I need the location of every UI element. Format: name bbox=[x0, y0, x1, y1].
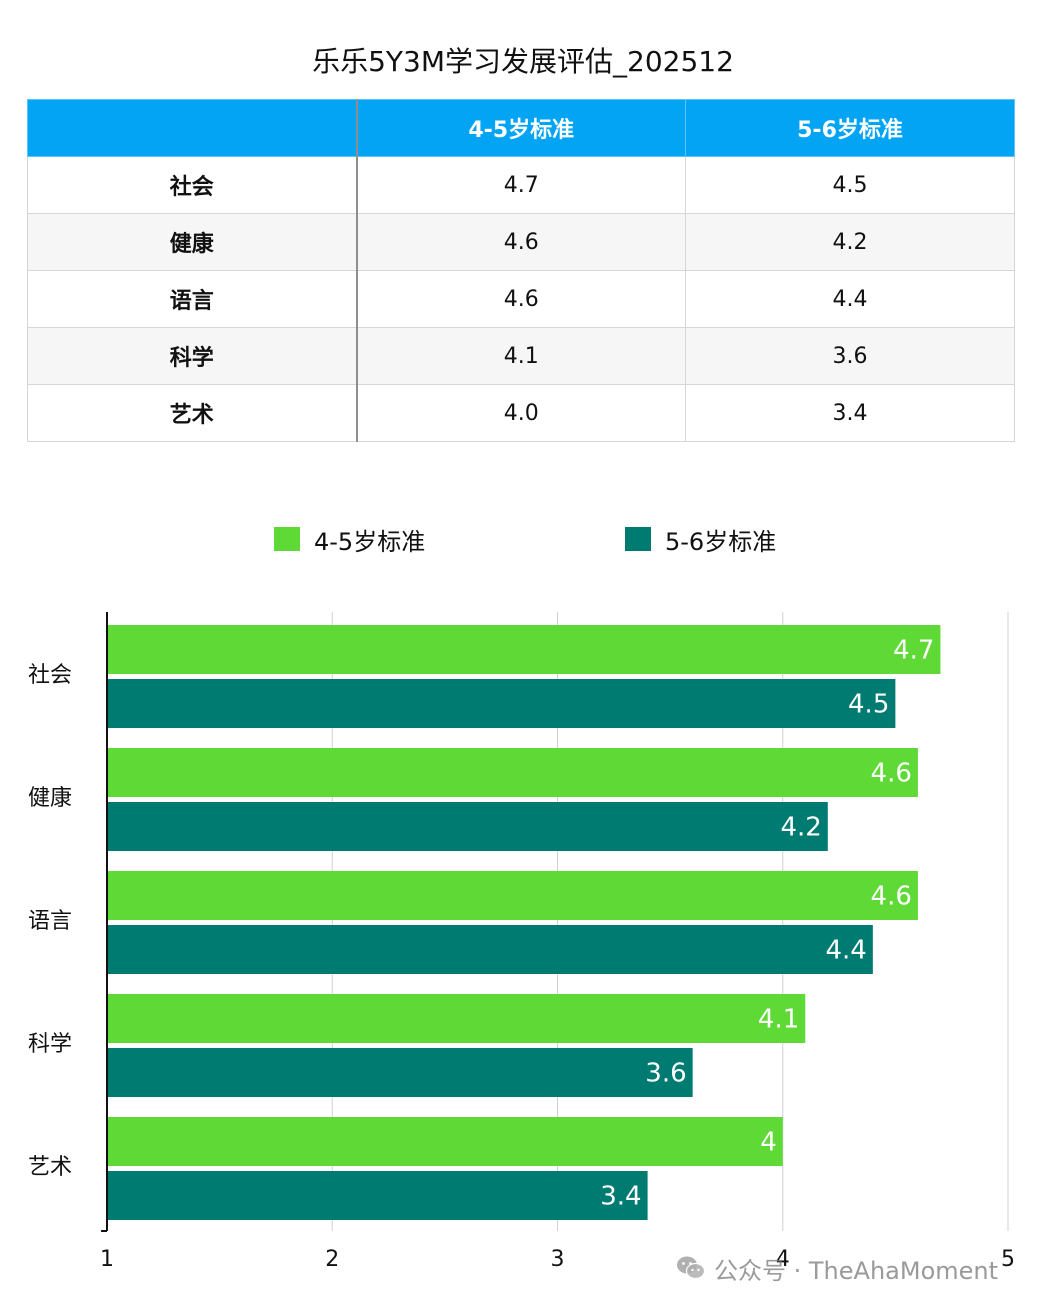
table-cell-category: 语言 bbox=[27, 270, 358, 328]
table-cell-value: 3.6 bbox=[685, 327, 1015, 385]
x-tick-label: 2 bbox=[325, 1247, 339, 1272]
y-category-label: 艺术 bbox=[28, 1155, 72, 1180]
table-cell-category: 社会 bbox=[27, 156, 358, 214]
bar bbox=[107, 625, 941, 674]
table-header-corner bbox=[27, 99, 358, 157]
table-cell-value: 4.4 bbox=[685, 270, 1015, 328]
bar-data-label: 4.2 bbox=[780, 813, 821, 843]
bar bbox=[107, 994, 806, 1043]
bar bbox=[107, 1048, 693, 1097]
y-category-label: 社会 bbox=[28, 663, 72, 688]
table-cell-value: 4.5 bbox=[685, 156, 1015, 214]
watermark: 公众号 · TheAhaMoment bbox=[676, 1251, 998, 1285]
legend-swatch-4-5 bbox=[274, 527, 300, 551]
legend-label-5-6: 5-6岁标准 bbox=[665, 527, 777, 556]
bar bbox=[107, 802, 828, 851]
table-cell-value: 4.2 bbox=[685, 213, 1015, 271]
page-title: 乐乐5Y3M学习发展评估_202512 bbox=[312, 45, 734, 78]
y-category-label: 科学 bbox=[28, 1032, 72, 1057]
bar-data-label: 4 bbox=[760, 1128, 777, 1158]
bar bbox=[107, 1171, 648, 1220]
y-category-label: 语言 bbox=[28, 909, 72, 934]
table-header-4-5: 4-5岁标准 bbox=[356, 99, 686, 157]
bar-data-label: 4.6 bbox=[871, 882, 912, 912]
legend-item-5-6[interactable]: 5-6岁标准 bbox=[625, 522, 776, 556]
table-row: 语言 4.6 4.4 bbox=[27, 270, 1015, 328]
bar-data-label: 4.6 bbox=[871, 759, 912, 789]
bar-data-label: 4.4 bbox=[825, 936, 866, 966]
x-tick-label: 5 bbox=[1001, 1247, 1015, 1272]
bar bbox=[107, 748, 918, 797]
bar bbox=[107, 679, 896, 728]
watermark-text: 公众号 · TheAhaMoment bbox=[714, 1256, 999, 1285]
y-category-label: 健康 bbox=[28, 786, 72, 811]
table-cell-category: 健康 bbox=[27, 213, 358, 271]
table-header-row: 4-5岁标准 5-6岁标准 bbox=[27, 99, 1015, 157]
bar bbox=[107, 871, 918, 920]
table-cell-category: 艺术 bbox=[27, 384, 358, 442]
bar bbox=[107, 925, 873, 974]
legend-label-4-5: 4-5岁标准 bbox=[314, 527, 426, 556]
table-row: 社会 4.7 4.5 bbox=[27, 156, 1015, 214]
table-cell-value: 4.1 bbox=[356, 327, 686, 385]
wechat-icon bbox=[677, 1256, 706, 1280]
x-tick-label: 4 bbox=[776, 1247, 790, 1272]
table-cell-value: 3.4 bbox=[685, 384, 1015, 442]
x-tick-label: 3 bbox=[551, 1247, 565, 1272]
legend-swatch-5-6 bbox=[625, 527, 651, 551]
bar-data-label: 3.4 bbox=[600, 1182, 641, 1212]
bar-data-label: 4.1 bbox=[758, 1005, 799, 1035]
bar-data-label: 4.7 bbox=[893, 636, 934, 666]
table-row: 艺术 4.0 3.4 bbox=[27, 384, 1015, 442]
table-row: 健康 4.6 4.2 bbox=[27, 213, 1015, 271]
table-row: 科学 4.1 3.6 bbox=[27, 327, 1015, 385]
legend-item-4-5[interactable]: 4-5岁标准 bbox=[274, 522, 425, 556]
x-tick-label: 1 bbox=[100, 1247, 114, 1272]
bar bbox=[107, 1117, 783, 1166]
table-cell-category: 科学 bbox=[27, 327, 358, 385]
summary-table: 4-5岁标准 5-6岁标准 社会 4.7 4.5 健康 4.6 4.2 语言 4… bbox=[27, 99, 1015, 442]
bar-data-label: 3.6 bbox=[645, 1059, 686, 1089]
table-cell-value: 4.0 bbox=[356, 384, 686, 442]
table-cell-value: 4.6 bbox=[356, 213, 686, 271]
chart-legend: 4-5岁标准 5-6岁标准 bbox=[0, 522, 1046, 556]
bar-data-label: 4.5 bbox=[848, 690, 889, 720]
